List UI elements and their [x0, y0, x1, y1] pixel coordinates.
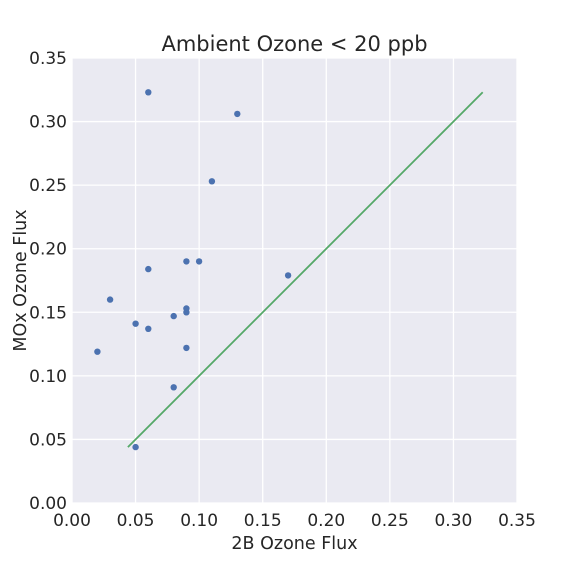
data-point: [145, 325, 152, 332]
x-tick-label: 0.35: [498, 511, 536, 531]
y-tick-label: 0.25: [29, 176, 67, 196]
data-point: [183, 309, 190, 316]
x-tick-label: 0.00: [53, 511, 91, 531]
data-point: [94, 348, 101, 355]
data-point: [208, 178, 216, 185]
x-tick-label: 0.15: [244, 511, 282, 531]
y-tick-label: 0.30: [29, 113, 67, 133]
grid-lines: [71, 57, 518, 504]
data-point: [145, 265, 152, 273]
data-point: [170, 384, 177, 391]
x-tick-label: 0.20: [307, 511, 345, 531]
x-tick-label: 0.25: [371, 511, 409, 531]
data-point: [170, 312, 177, 320]
x-axis-label: 2B Ozone Flux: [231, 534, 357, 554]
y-axis-label: MOx Ozone Flux: [11, 209, 31, 351]
data-point: [234, 110, 241, 118]
data-point: [183, 344, 190, 352]
data-point: [132, 443, 139, 451]
x-tick-label: 0.10: [180, 511, 218, 531]
x-tick-labels: 0.00 0.05 0.10 0.15 0.20 0.25 0.30 0.35: [53, 511, 536, 531]
reference-line: [127, 91, 484, 448]
x-tick-label: 0.05: [117, 511, 155, 531]
y-tick-label: 0.20: [29, 240, 67, 260]
y-tick-labels: 0.00 0.05 0.10 0.15 0.20 0.25 0.30 0.35: [29, 49, 67, 514]
y-tick-label: 0.35: [29, 49, 67, 69]
data-point: [145, 89, 152, 96]
y-tick-label: 0.15: [29, 303, 67, 323]
data-point: [284, 272, 292, 279]
data-point: [183, 258, 190, 265]
y-tick-label: 0.10: [29, 367, 67, 387]
data-point: [195, 258, 203, 265]
fit-lines: [127, 91, 484, 448]
data-points: [94, 89, 292, 451]
y-tick-label: 0.00: [29, 494, 67, 514]
data-point: [132, 320, 139, 327]
chart-title: Ambient Ozone < 20 ppb: [161, 32, 427, 56]
y-tick-label: 0.05: [29, 430, 67, 450]
data-point: [106, 296, 114, 303]
x-tick-label: 0.30: [434, 511, 472, 531]
